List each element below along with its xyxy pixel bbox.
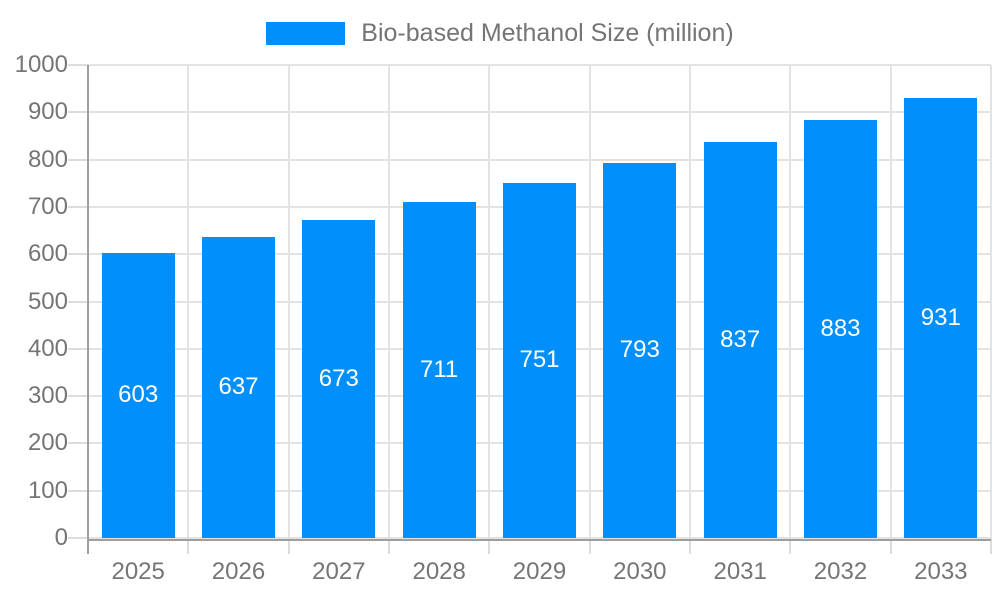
- x-tick: [588, 538, 591, 554]
- x-axis-label: 2027: [312, 558, 366, 585]
- bar[interactable]: 931: [904, 97, 978, 538]
- v-gridline: [789, 65, 792, 538]
- x-tick: [287, 538, 290, 554]
- x-axis-label: 2033: [914, 558, 968, 585]
- y-axis-label: 1000: [14, 51, 68, 78]
- v-gridline: [889, 65, 892, 538]
- x-tick: [488, 538, 491, 554]
- bar-value-label: 603: [118, 381, 159, 409]
- x-tick: [990, 538, 992, 554]
- bar-value-label: 793: [619, 336, 660, 364]
- x-axis-label: 2030: [613, 558, 667, 585]
- y-tick: [68, 158, 88, 161]
- legend-label: Bio-based Methanol Size (million): [361, 18, 734, 47]
- h-gridline: [88, 111, 991, 114]
- y-axis-label: 800: [27, 145, 68, 173]
- y-tick: [68, 300, 88, 303]
- bar[interactable]: 711: [402, 201, 476, 538]
- bar[interactable]: 883: [804, 120, 877, 538]
- bar-value-label: 711: [420, 355, 459, 383]
- bar-value-label: 673: [318, 364, 359, 392]
- h-gridline: [88, 158, 991, 161]
- bar[interactable]: 751: [503, 182, 576, 538]
- bar[interactable]: 673: [302, 219, 376, 538]
- bar-value-label: 883: [820, 315, 861, 343]
- legend-item[interactable]: Bio-based Methanol Size (million): [0, 19, 1000, 47]
- x-axis-label: 2025: [111, 558, 165, 585]
- x-axis-line: [88, 539, 991, 541]
- h-gridline: [88, 64, 991, 66]
- h-gridline: [88, 537, 991, 539]
- bar-value-label: 637: [218, 373, 259, 401]
- bar-value-label: 931: [920, 303, 961, 331]
- bar-value-label: 751: [519, 346, 560, 374]
- bar[interactable]: 637: [202, 236, 275, 538]
- legend-swatch: [266, 21, 346, 45]
- v-gridline: [588, 65, 591, 538]
- y-tick: [68, 395, 88, 398]
- y-tick: [68, 537, 88, 539]
- y-axis-label: 500: [27, 287, 68, 315]
- x-tick: [689, 538, 691, 554]
- y-tick: [68, 347, 88, 350]
- x-axis-label: 2029: [512, 558, 567, 585]
- v-gridline: [388, 65, 390, 538]
- y-axis-label: 700: [27, 192, 68, 220]
- y-axis-label: 900: [27, 98, 68, 126]
- x-tick: [789, 538, 792, 554]
- bar[interactable]: 603: [101, 252, 175, 538]
- v-gridline: [187, 65, 190, 538]
- v-gridline: [689, 65, 691, 538]
- bar-value-label: 837: [720, 326, 761, 354]
- bar[interactable]: 793: [603, 162, 677, 538]
- y-axis-label: 600: [27, 240, 68, 268]
- y-axis-label: 400: [27, 334, 68, 362]
- y-axis-label: 200: [27, 429, 68, 457]
- bar[interactable]: 837: [703, 142, 777, 538]
- y-tick: [68, 64, 88, 66]
- x-axis-label: 2026: [211, 558, 266, 585]
- v-gridline: [488, 65, 491, 538]
- x-tick: [889, 538, 892, 554]
- y-tick: [68, 205, 88, 208]
- y-tick: [68, 442, 88, 445]
- x-axis-label: 2032: [813, 558, 868, 585]
- y-axis-label: 300: [27, 382, 68, 410]
- y-tick: [68, 489, 88, 492]
- y-tick: [68, 253, 88, 256]
- x-tick: [187, 538, 190, 554]
- x-tick: [388, 538, 390, 554]
- y-axis-line: [87, 65, 89, 554]
- v-gridline: [287, 65, 290, 538]
- y-axis-label: 0: [54, 524, 68, 551]
- x-axis-label: 2028: [412, 558, 466, 585]
- x-axis-label: 2031: [713, 558, 767, 585]
- v-gridline: [990, 65, 992, 538]
- y-axis-label: 100: [27, 476, 68, 504]
- y-tick: [68, 111, 88, 114]
